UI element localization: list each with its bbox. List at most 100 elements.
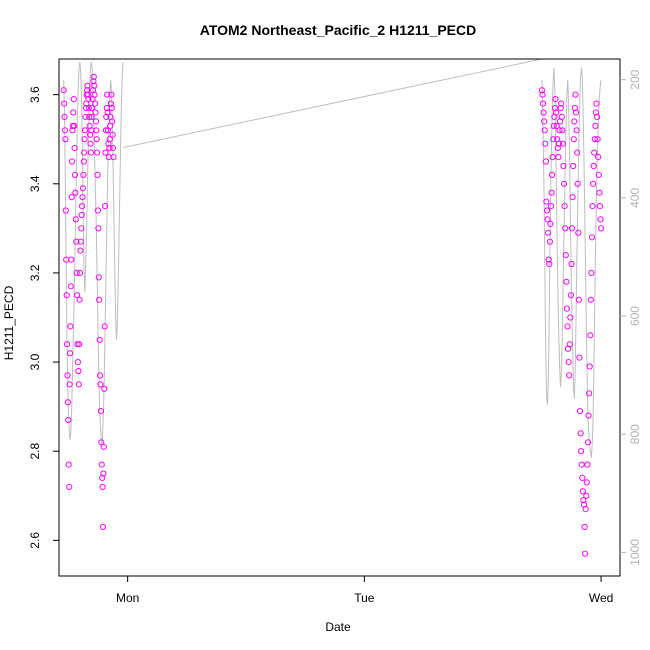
data-point	[545, 256, 552, 263]
data-point	[538, 87, 546, 94]
y2-tick-label: 400	[628, 188, 642, 208]
data-point	[540, 109, 547, 116]
data-point	[109, 131, 116, 138]
data-point	[107, 100, 115, 107]
data-point	[74, 292, 81, 299]
data-point	[539, 100, 547, 107]
y2-tick-label: 600	[628, 306, 642, 326]
data-point	[568, 225, 576, 232]
data-point	[102, 149, 109, 156]
data-point	[105, 154, 112, 161]
data-point	[553, 109, 560, 116]
data-point	[570, 136, 577, 143]
data-point	[94, 149, 101, 156]
data-point	[99, 474, 106, 481]
x-tick-label: Tue	[354, 591, 375, 605]
data-point	[563, 305, 571, 312]
data-point	[90, 78, 97, 85]
data-point	[565, 359, 572, 366]
data-point	[557, 104, 564, 112]
data-point	[598, 225, 605, 232]
data-point	[66, 350, 74, 357]
data-point	[64, 341, 71, 348]
data-point	[562, 252, 569, 259]
data-point	[93, 127, 100, 134]
x-tick-label: Mon	[116, 591, 139, 605]
data-point	[573, 127, 580, 134]
data-point	[592, 122, 599, 130]
data-point	[588, 234, 596, 241]
data-point	[566, 341, 573, 348]
y-tick-label: 3.6	[28, 86, 42, 103]
data-point	[559, 140, 567, 147]
y2-tick-label: 800	[628, 424, 642, 444]
pressure-line-layer	[63, 59, 602, 458]
data-point	[542, 158, 550, 165]
data-point	[100, 443, 107, 450]
data-point	[74, 341, 81, 348]
data-point	[579, 474, 586, 481]
y-tick-label: 3.0	[28, 353, 42, 370]
data-point	[546, 238, 554, 245]
data-point	[545, 229, 552, 236]
data-point	[555, 154, 562, 161]
data-point	[539, 91, 546, 98]
data-point	[102, 203, 109, 210]
data-point	[582, 506, 589, 513]
data-point	[591, 136, 598, 143]
data-point	[578, 461, 585, 468]
data-point	[81, 149, 88, 156]
data-point	[64, 399, 72, 406]
data-point	[550, 136, 557, 143]
data-point	[70, 96, 77, 103]
data-point	[61, 127, 69, 134]
data-point	[575, 296, 583, 303]
data-point	[549, 171, 556, 178]
data-point	[62, 207, 69, 214]
data-point	[71, 122, 78, 130]
data-point	[73, 238, 80, 245]
data-point	[574, 180, 581, 187]
data-point	[61, 113, 68, 121]
data-point	[109, 145, 117, 152]
data-point	[567, 292, 575, 299]
data-point	[572, 109, 580, 116]
data-point	[579, 488, 587, 495]
data-point	[574, 149, 581, 156]
data-point	[64, 372, 71, 379]
data-point	[592, 109, 600, 116]
data-point	[91, 91, 98, 98]
data-point	[100, 470, 107, 477]
data-point	[82, 113, 89, 121]
data-point	[546, 260, 553, 268]
data-point	[590, 162, 597, 170]
data-point	[76, 341, 83, 348]
data-point	[561, 203, 568, 210]
data-point	[580, 497, 587, 504]
y-tick-label: 3.2	[28, 264, 42, 281]
data-point	[65, 461, 72, 468]
data-point	[81, 127, 89, 134]
x-axis-label: Date	[325, 620, 351, 634]
data-point	[559, 127, 566, 134]
data-point	[556, 127, 563, 134]
data-point	[101, 323, 108, 330]
data-point	[68, 256, 75, 263]
data-point	[72, 216, 79, 223]
data-point	[87, 140, 94, 147]
data-point	[109, 118, 116, 125]
y-axis-right: 200 400 600 800 1000	[620, 69, 642, 566]
y2-tick-label: 200	[628, 69, 642, 89]
data-point	[594, 113, 601, 121]
data-point	[106, 145, 113, 152]
data-point	[110, 154, 117, 161]
data-point	[555, 140, 563, 147]
chart-title: ATOM2 Northeast_Pacific_2 H1211_PECD	[200, 22, 477, 38]
x-axis: Mon Tue Wed	[116, 576, 613, 605]
data-point	[87, 149, 95, 156]
pressure-line-segment-0	[63, 61, 124, 447]
data-point	[77, 238, 85, 245]
data-point	[561, 180, 568, 187]
data-point	[544, 216, 551, 223]
y-axis-label: H1211_PECD	[2, 285, 16, 360]
